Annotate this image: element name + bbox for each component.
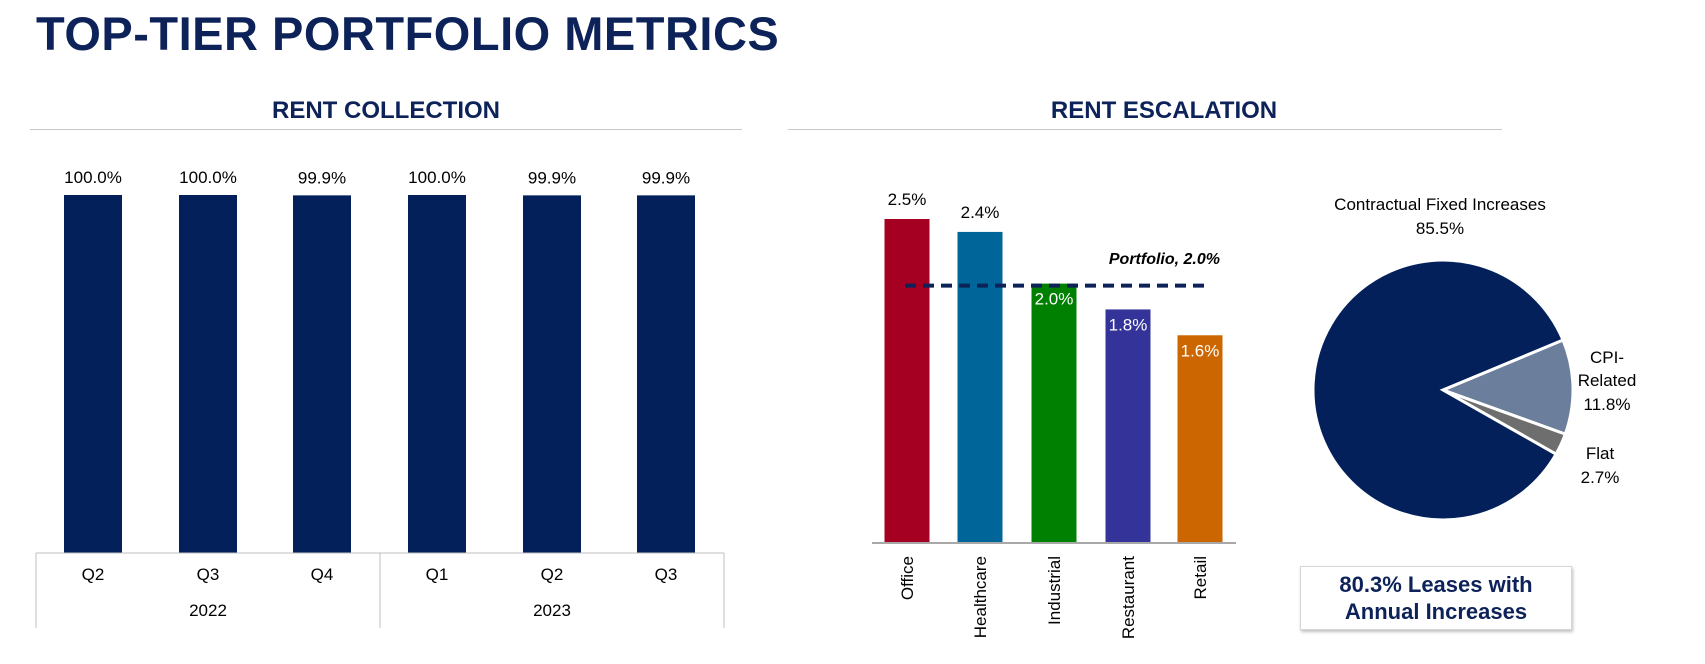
collection-tick-label: Q3 [655,565,678,584]
escalation-tick-label: Restaurant [1119,556,1138,639]
collection-data-label: 99.9% [642,168,690,187]
rent-collection-title: RENT COLLECTION [272,97,500,124]
collection-tick-label: Q1 [426,565,449,584]
callout-line-2: Annual Increases [1344,599,1528,624]
escalation-data-label: 2.0% [1035,290,1074,309]
annual-increases-callout: 80.3% Leases with Annual Increases [1300,566,1572,630]
escalation-bar [957,231,1003,543]
escalation-bar [884,219,930,542]
escalation-bar [1031,283,1077,542]
pie-slice [1438,338,1575,437]
collection-bar [408,195,466,553]
collection-data-label: 99.9% [298,168,346,187]
collection-data-label: 100.0% [64,168,122,187]
rent-collection-divider [30,129,742,130]
pie-value-label: 11.8% [1584,395,1631,414]
escalation-tick-label: Retail [1191,556,1210,599]
pie-label: Related [1578,371,1637,390]
collection-bar [64,195,122,553]
callout-line-1: 80.3% Leases with [1339,572,1533,597]
collection-tick-label: Q3 [197,565,220,584]
pie-value-label: 2.7% [1581,468,1620,487]
page-title: TOP-TIER PORTFOLIO METRICS [36,7,780,60]
collection-tick-label: Q4 [311,565,334,584]
escalation-data-label: 1.6% [1181,341,1220,360]
escalation-tick-label: Office [898,556,917,600]
collection-data-label: 99.9% [528,168,576,187]
escalation-bar [1177,335,1223,542]
escalation-data-label: 2.4% [961,203,1000,222]
collection-tick-label: Q2 [82,565,105,584]
rent-escalation-divider [788,129,1502,130]
collection-bar [293,195,351,553]
pie-label: Contractual Fixed Increases [1334,195,1546,214]
collection-bar [523,195,581,553]
pie-label: CPI- [1590,348,1624,367]
collection-bar [637,195,695,553]
escalation-bar [1105,309,1151,542]
collection-data-label: 100.0% [408,168,466,187]
collection-group-label: 2023 [533,601,571,620]
collection-group-label: 2022 [189,601,227,620]
pie-label: Flat [1586,444,1615,463]
collection-data-label: 100.0% [179,168,237,187]
escalation-data-label: 2.5% [888,190,927,209]
rent-escalation-title: RENT ESCALATION [1050,97,1278,124]
collection-tick-label: Q2 [541,565,564,584]
escalation-tick-label: Healthcare [971,556,990,638]
portfolio-reference-label: Portfolio, 2.0% [1109,251,1220,268]
pie-value-label: 85.5% [1416,219,1464,238]
collection-bar [179,195,237,553]
pie-slice [1311,258,1565,522]
escalation-data-label: 1.8% [1109,315,1148,334]
escalation-tick-label: Industrial [1045,556,1064,625]
